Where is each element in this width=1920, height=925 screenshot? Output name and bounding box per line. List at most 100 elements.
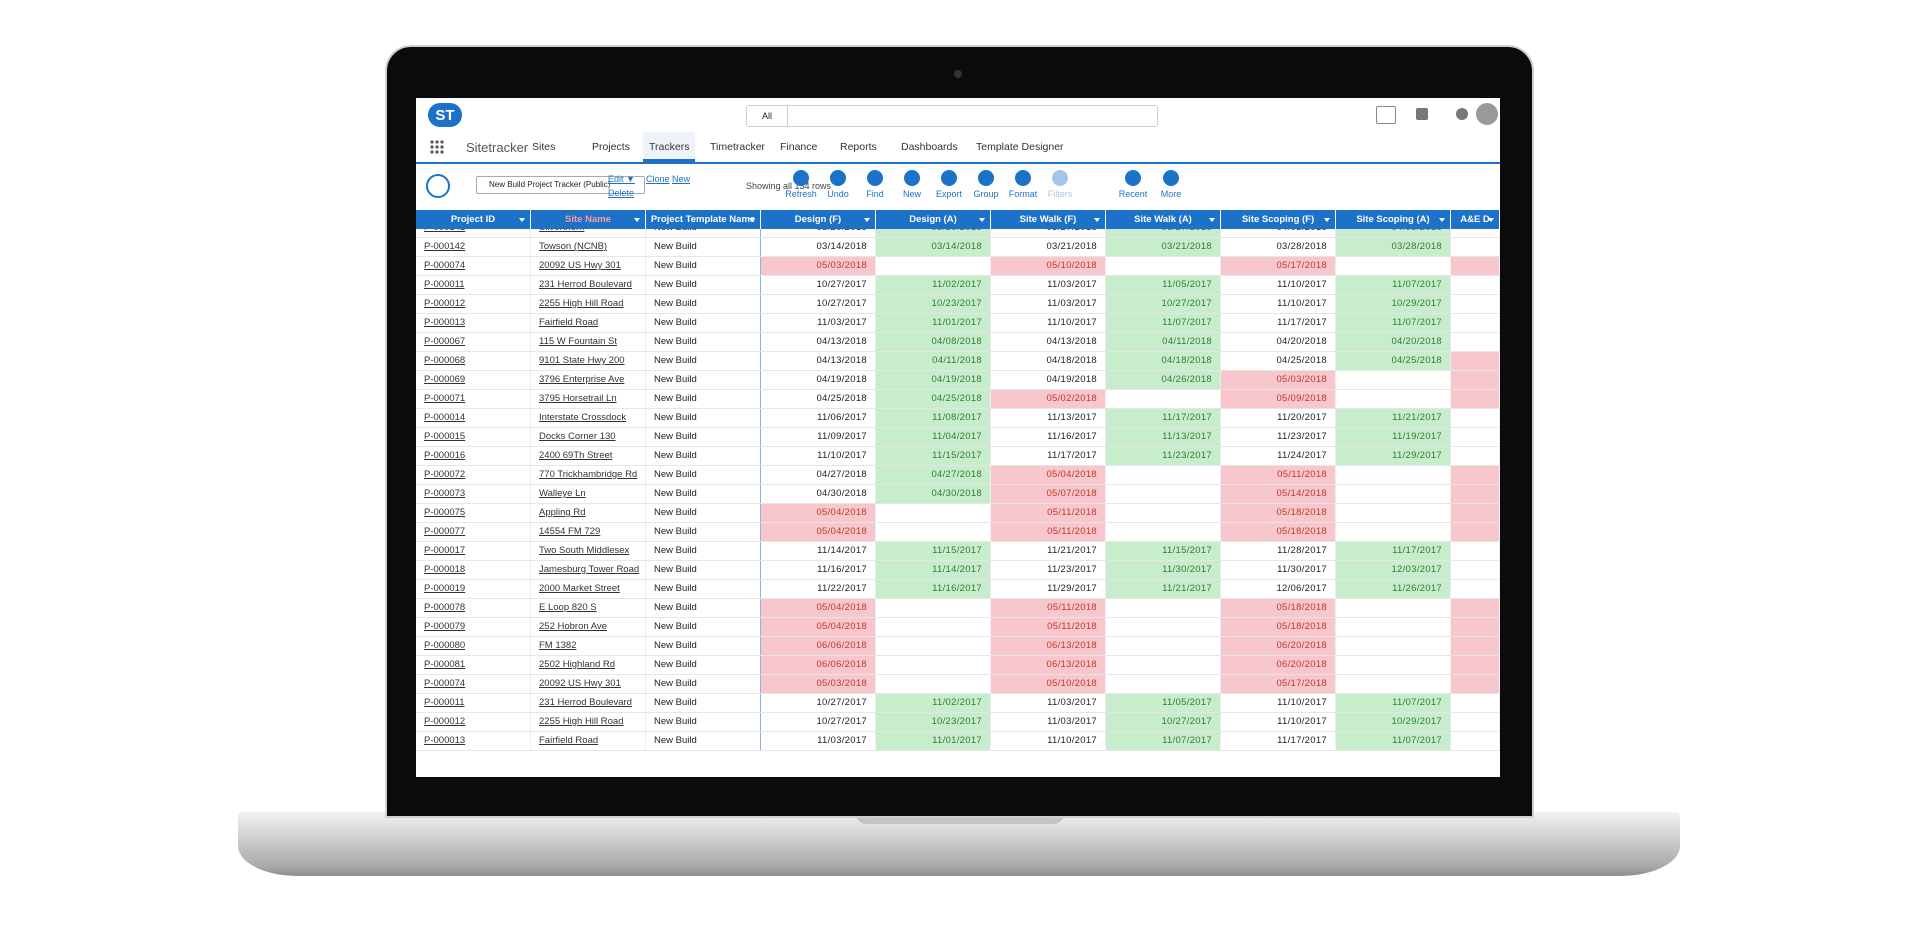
nav-item[interactable]: Sites (532, 141, 556, 153)
table-cell: 06/13/2018 (991, 656, 1106, 674)
column-header[interactable]: Site Walk (F) (991, 210, 1106, 229)
table-cell[interactable]: 2400 69Th Street (531, 447, 646, 465)
table-cell[interactable]: P-000081 (416, 656, 531, 674)
table-cell[interactable]: E Loop 820 S (531, 599, 646, 617)
table-cell[interactable]: P-000074 (416, 675, 531, 693)
table-cell[interactable]: P-000011 (416, 694, 531, 712)
toolbar-button[interactable]: More (1149, 170, 1193, 199)
nav-item[interactable]: Reports (840, 141, 877, 153)
table-cell[interactable]: 3796 Enterprise Ave (531, 371, 646, 389)
table-cell[interactable]: P-000018 (416, 561, 531, 579)
nav-item[interactable]: Projects (592, 141, 630, 153)
toolbar-button[interactable]: New (890, 170, 934, 199)
table-cell[interactable]: P-000016 (416, 447, 531, 465)
table-cell[interactable]: 20092 US Hwy 301 (531, 675, 646, 693)
table-cell[interactable]: Docks Corner 130 (531, 428, 646, 446)
table-cell[interactable]: 2255 High Hill Road (531, 713, 646, 731)
action-link[interactable]: New (672, 174, 691, 184)
table-cell[interactable]: P-000068 (416, 352, 531, 370)
table-cell[interactable]: 3795 Horsetrail Ln (531, 390, 646, 408)
table-cell[interactable]: 231 Herrod Boulevard (531, 694, 646, 712)
table-cell[interactable]: 14554 FM 729 (531, 523, 646, 541)
table-cell[interactable]: P-000067 (416, 333, 531, 351)
table-cell[interactable]: 9101 State Hwy 200 (531, 352, 646, 370)
table-cell[interactable]: P-000011 (416, 276, 531, 294)
toolbar-button[interactable]: Format (1001, 170, 1045, 199)
toolbar-button[interactable]: Export (927, 170, 971, 199)
logo[interactable]: ST (428, 103, 462, 127)
table-cell[interactable]: 770 Trickhambridge Rd (531, 466, 646, 484)
table-cell[interactable]: Jamesburg Tower Road (531, 561, 646, 579)
toolbar-button[interactable]: Filters (1038, 170, 1082, 199)
favorites-icon[interactable] (1376, 106, 1396, 124)
table-cell[interactable]: 20092 US Hwy 301 (531, 257, 646, 275)
table-cell[interactable]: Walleye Ln (531, 485, 646, 503)
table-cell[interactable]: Two South Middlesex (531, 542, 646, 560)
table-cell[interactable]: 252 Hobron Ave (531, 618, 646, 636)
table-cell[interactable]: Fairfield Road (531, 314, 646, 332)
column-header[interactable]: Site Name (531, 210, 646, 229)
action-link[interactable]: Delete (608, 188, 635, 198)
table-cell: 05/03/2018 (1221, 371, 1336, 389)
column-header[interactable]: Project Template Name (646, 210, 761, 229)
nav-item[interactable]: Trackers (643, 132, 696, 162)
toolbar-button[interactable]: Undo (816, 170, 860, 199)
table-cell[interactable]: Fairfield Road (531, 732, 646, 750)
table-cell[interactable]: Interstate Crossdock (531, 409, 646, 427)
table-cell[interactable]: P-000014 (416, 409, 531, 427)
table-cell[interactable]: P-000075 (416, 504, 531, 522)
table-cell[interactable]: 2502 Highland Rd (531, 656, 646, 674)
action-link[interactable]: Clone (646, 174, 670, 184)
table-cell[interactable]: P-000012 (416, 713, 531, 731)
table-cell[interactable]: 115 W Fountain St (531, 333, 646, 351)
table-cell[interactable]: P-000069 (416, 371, 531, 389)
table-cell[interactable]: Silverthorn (531, 229, 646, 237)
search-box[interactable]: All (746, 105, 1158, 127)
nav-item[interactable]: Timetracker (710, 141, 766, 153)
table-cell[interactable]: 2255 High Hill Road (531, 295, 646, 313)
toolbar-button[interactable]: Refresh (779, 170, 823, 199)
table-cell[interactable]: P-000079 (416, 618, 531, 636)
table-cell[interactable]: FM 1382 (531, 637, 646, 655)
nav-item[interactable]: Finance (780, 141, 818, 153)
column-header[interactable]: A&E D (1451, 210, 1500, 229)
table-cell[interactable]: P-000015 (416, 428, 531, 446)
action-link[interactable]: Edit ▼ (608, 174, 635, 184)
table-cell[interactable]: 2000 Market Street (531, 580, 646, 598)
table-cell[interactable]: P-000012 (416, 295, 531, 313)
table-cell: New Build (646, 314, 761, 332)
toolbar-button[interactable]: Find (853, 170, 897, 199)
table-cell[interactable]: P-000071 (416, 390, 531, 408)
add-icon[interactable] (1416, 108, 1428, 120)
table-cell[interactable]: P-000072 (416, 466, 531, 484)
table-cell[interactable]: P-000080 (416, 637, 531, 655)
table-cell[interactable]: P-000073 (416, 485, 531, 503)
nav-item[interactable]: Template Designer (976, 141, 1064, 153)
view-select[interactable]: New Build Project Tracker (Public) (476, 176, 645, 194)
avatar[interactable] (1476, 103, 1498, 125)
table-cell[interactable]: 231 Herrod Boulevard (531, 276, 646, 294)
nav-item[interactable]: Dashboards (901, 141, 958, 153)
table-cell[interactable]: P-000013 (416, 732, 531, 750)
toolbar-button[interactable]: Recent (1111, 170, 1155, 199)
column-header[interactable]: Project ID (416, 210, 531, 229)
search-scope[interactable]: All (747, 106, 788, 126)
settings-icon[interactable] (1456, 108, 1468, 120)
table-cell[interactable]: P-000017 (416, 542, 531, 560)
table-cell[interactable]: P-000074 (416, 257, 531, 275)
column-header[interactable]: Design (F) (761, 210, 876, 229)
table-cell[interactable]: P-000013 (416, 314, 531, 332)
app-launcher[interactable] (430, 140, 444, 154)
table-cell[interactable]: P-000019 (416, 580, 531, 598)
table-cell[interactable]: P-000142 (416, 238, 531, 256)
column-header[interactable]: Design (A) (876, 210, 991, 229)
table-cell[interactable]: Towson (NCNB) (531, 238, 646, 256)
column-header[interactable]: Site Walk (A) (1106, 210, 1221, 229)
table-cell[interactable]: Appling Rd (531, 504, 646, 522)
column-header[interactable]: Site Scoping (F) (1221, 210, 1336, 229)
table-cell[interactable]: P-000141 (416, 229, 531, 237)
toolbar-button[interactable]: Group (964, 170, 1008, 199)
column-header[interactable]: Site Scoping (A) (1336, 210, 1451, 229)
table-cell[interactable]: P-000078 (416, 599, 531, 617)
table-cell[interactable]: P-000077 (416, 523, 531, 541)
